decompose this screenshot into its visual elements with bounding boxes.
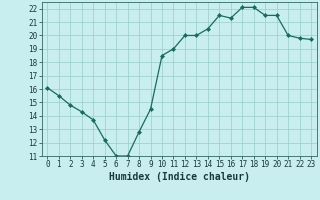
X-axis label: Humidex (Indice chaleur): Humidex (Indice chaleur) <box>109 172 250 182</box>
